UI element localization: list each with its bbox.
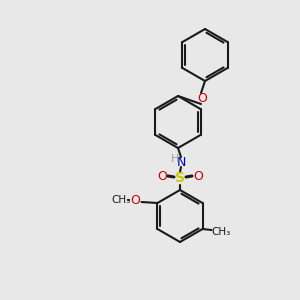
Text: O: O (193, 169, 203, 182)
Text: N: N (176, 155, 186, 169)
Text: CH₃: CH₃ (211, 227, 230, 237)
Text: S: S (175, 171, 185, 185)
Text: O: O (130, 194, 140, 206)
Text: O: O (157, 169, 167, 182)
Text: O: O (197, 92, 207, 104)
Text: H: H (171, 154, 179, 164)
Text: CH₃: CH₃ (112, 195, 131, 205)
